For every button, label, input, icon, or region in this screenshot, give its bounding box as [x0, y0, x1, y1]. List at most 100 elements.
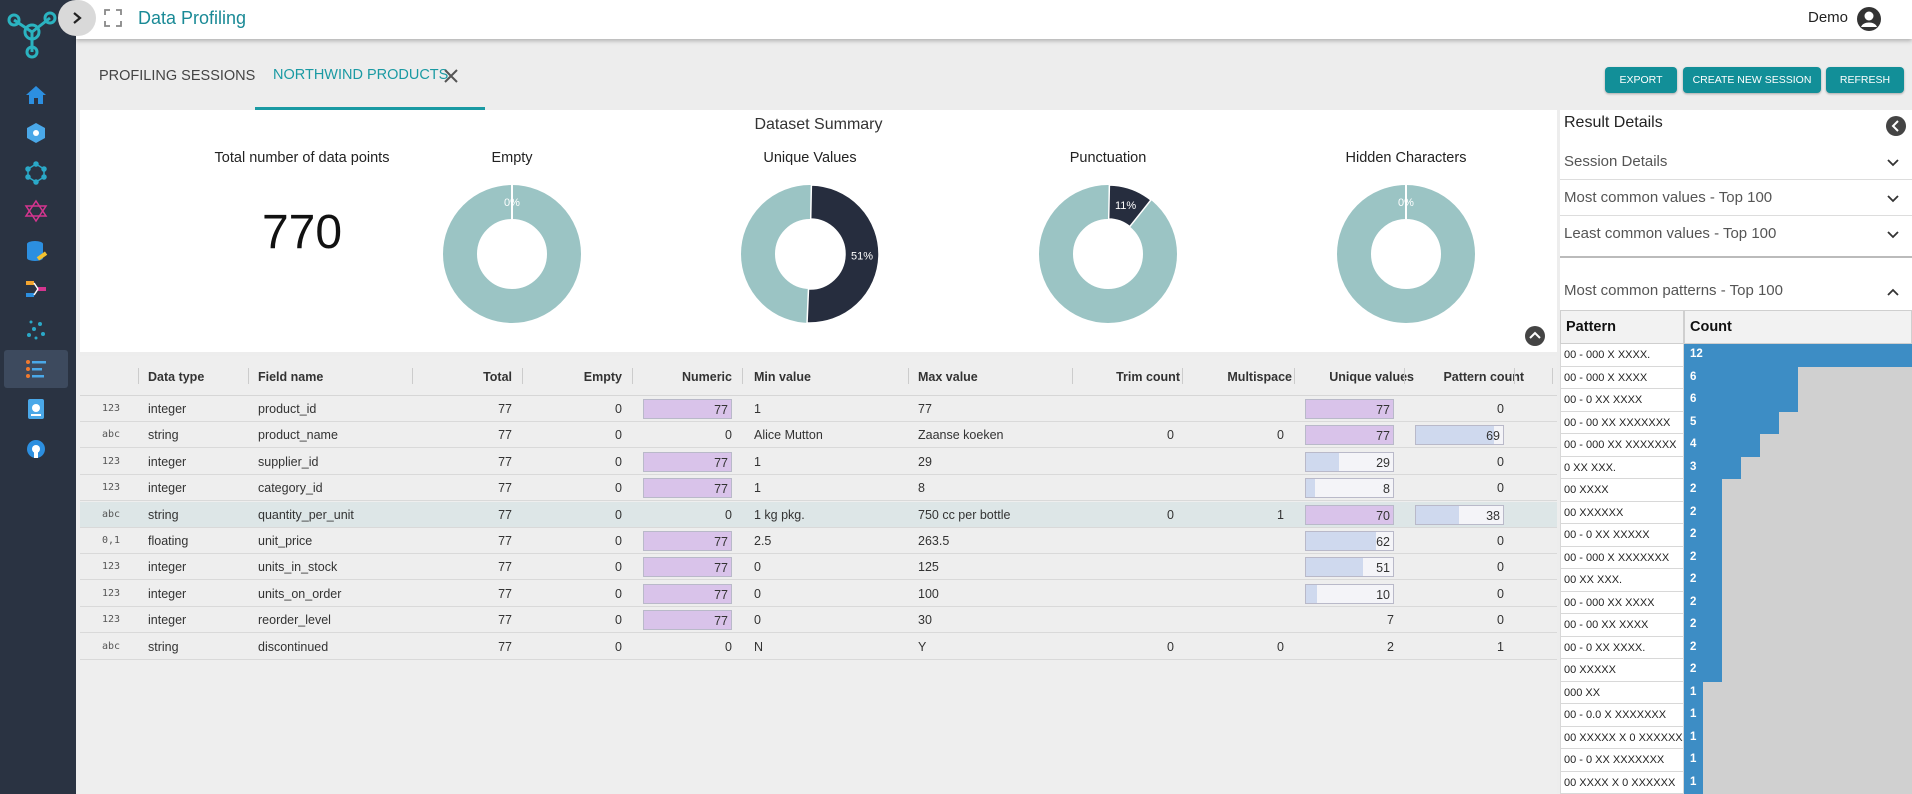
pattern-row[interactable]: 00 - 0.0 X XXXXXXX 1 — [1560, 704, 1912, 727]
data-type: integer — [148, 613, 187, 628]
col-field-name[interactable]: Field name — [258, 370, 324, 384]
nav-graph[interactable] — [4, 154, 68, 192]
min-value: 0 — [754, 560, 761, 575]
pattern-row[interactable]: 00 - 00 XX XXXXXXX 5 — [1560, 411, 1912, 434]
accordion-least-common-values[interactable]: Least common values - Top 100 — [1560, 216, 1912, 258]
tab-northwind-products[interactable]: NORTHWIND PRODUCTS — [273, 67, 449, 83]
pattern-count-bar — [1684, 546, 1722, 569]
data-type: integer — [148, 402, 187, 416]
nav-scatter[interactable] — [4, 310, 68, 348]
col-data-type[interactable]: Data type — [148, 370, 205, 384]
numeric-bar-fill — [644, 400, 731, 418]
pattern-count-bar — [1684, 501, 1722, 524]
nav-data-profiling[interactable] — [4, 350, 68, 388]
nav-flow[interactable] — [4, 270, 68, 308]
numeric-bar: 77 — [643, 557, 732, 578]
accordion-most-common-patterns[interactable]: Most common patterns - Top 100 — [1560, 258, 1912, 310]
accordion-session-details[interactable]: Session Details — [1560, 144, 1912, 180]
unique-bar: 29 — [1305, 451, 1394, 472]
pattern-row[interactable]: 00 - 0 XX XXXXX 2 — [1560, 524, 1912, 547]
gear-lock-icon — [27, 440, 45, 458]
accordion-label: Least common values - Top 100 — [1564, 225, 1777, 242]
pattern-row[interactable]: 00 - 0 XX XXXX. 2 — [1560, 636, 1912, 659]
pattern-row[interactable]: 00 XX XXX. 2 — [1560, 569, 1912, 592]
nav-settings[interactable] — [4, 430, 68, 468]
accordion-most-common-values[interactable]: Most common values - Top 100 — [1560, 180, 1912, 216]
pattern-row[interactable]: 00 - 000 X XXXXXXX 2 — [1560, 546, 1912, 569]
pattern-count-cell: 5 — [1684, 411, 1912, 434]
export-button[interactable]: EXPORT — [1605, 67, 1677, 93]
donut-slice[interactable] — [1107, 184, 1152, 228]
col-pattern-count[interactable]: Pattern count — [1443, 370, 1524, 384]
nav-database[interactable] — [4, 232, 68, 270]
nav-model[interactable] — [4, 114, 68, 152]
col-max-value[interactable]: Max value — [918, 370, 978, 384]
table-row[interactable]: 123 integer units_on_order 77 0 77 0 100 10 0 — [80, 581, 1557, 607]
pattern-row[interactable]: 00 - 00 XX XXXX 2 — [1560, 614, 1912, 637]
table-row[interactable]: abc string discontinued 77 0 0 N Y 0 0 2 1 — [80, 634, 1557, 660]
col-numeric[interactable]: Numeric — [681, 370, 732, 384]
tab-profiling-sessions[interactable]: PROFILING SESSIONS — [99, 68, 256, 84]
min-value: 0 — [754, 613, 761, 628]
unique-bar: 8 — [1305, 478, 1394, 499]
pattern-row[interactable]: 00 - 000 X XXXX 6 — [1560, 366, 1912, 389]
pattern-bar-fill — [1416, 426, 1495, 445]
col-trim-count[interactable]: Trim count — [1116, 370, 1180, 384]
total-value: 77 — [498, 639, 512, 654]
pattern-row[interactable]: 00 XXXXX X 0 XXXXXX 1 — [1560, 726, 1912, 749]
pattern-row[interactable]: 000 XX 1 — [1560, 681, 1912, 704]
table-row[interactable]: 123 integer reorder_level 77 0 77 0 30 7 0 — [80, 607, 1557, 634]
user-avatar-icon[interactable] — [1856, 6, 1882, 32]
pattern-row[interactable]: 00 - 000 XX XXXX 2 — [1560, 591, 1912, 614]
pattern-row[interactable]: 00 XXXX X 0 XXXXXX 1 — [1560, 771, 1912, 794]
table-row[interactable]: abc string quantity_per_unit 77 0 0 1 kg pkg. 7… — [80, 501, 1557, 528]
pattern-row[interactable]: 00 - 0 XX XXXXXXX 1 — [1560, 749, 1912, 772]
table-row[interactable]: 123 integer category_id 77 0 77 1 8 8 0 — [80, 475, 1557, 502]
nav-home[interactable] — [4, 76, 68, 114]
pattern-row[interactable]: 00 XXXXXX 2 — [1560, 501, 1912, 524]
type-icon: 123 — [102, 614, 121, 626]
col-unique-values[interactable]: Unique values — [1329, 370, 1414, 384]
type-icon: abc — [102, 640, 121, 652]
table-row[interactable]: 123 integer supplier_id 77 0 77 1 29 29 0 — [80, 449, 1557, 475]
data-type: integer — [148, 481, 187, 496]
nav-network[interactable] — [4, 192, 68, 230]
total-value: 77 — [498, 402, 512, 416]
refresh-button[interactable]: REFRESH — [1826, 67, 1904, 93]
table-row[interactable]: 123 integer units_in_stock 77 0 77 0 125 51 0 — [80, 554, 1557, 581]
max-value: 77 — [918, 402, 932, 416]
pattern-count-bar — [1684, 749, 1703, 772]
table-row[interactable]: abc string product_name 77 0 0 Alice Mutton Zaa… — [80, 422, 1557, 449]
expand-sidebar-button[interactable] — [58, 0, 96, 36]
pattern-row[interactable]: 00 - 000 X XXXX. 12 — [1560, 344, 1912, 367]
col-empty[interactable]: Empty — [583, 370, 622, 384]
pattern-count-cell: 2 — [1684, 614, 1912, 637]
type-icon: abc — [102, 508, 121, 520]
unique-value: 70 — [1376, 508, 1390, 523]
table-row[interactable]: 123 integer product_id 77 0 77 1 77 77 0 — [80, 396, 1557, 422]
app-logo-icon[interactable] — [4, 4, 60, 60]
col-min-value[interactable]: Min value — [754, 370, 811, 384]
pattern-row[interactable]: 00 XXXX 2 — [1560, 479, 1912, 502]
donut-slice[interactable] — [806, 184, 880, 324]
donut-percent-label: 0% — [1398, 197, 1414, 209]
unique-value: 77 — [1376, 403, 1390, 417]
collapse-panel-icon[interactable] — [1886, 116, 1906, 136]
col-total[interactable]: Total — [483, 370, 512, 384]
fullscreen-icon[interactable] — [104, 9, 122, 27]
pattern-count-cell: 2 — [1684, 591, 1912, 614]
collapse-summary-button[interactable] — [1525, 326, 1545, 346]
user-name[interactable]: Demo — [1807, 9, 1848, 26]
pattern-row[interactable]: 00 - 0 XX XXXX 6 — [1560, 389, 1912, 412]
max-value: 100 — [918, 586, 939, 601]
pattern-row[interactable]: 00 XXXXX 2 — [1560, 659, 1912, 682]
pattern-row[interactable]: 0 XX XXX. 3 — [1560, 456, 1912, 479]
nav-report[interactable] — [4, 390, 68, 428]
close-tab-icon[interactable] — [442, 67, 460, 85]
col-multispace[interactable]: Multispace — [1227, 370, 1292, 384]
create-new-session-button[interactable]: CREATE NEW SESSION — [1683, 67, 1821, 93]
patterns-col-pattern[interactable]: Pattern — [1560, 310, 1684, 344]
patterns-col-count[interactable]: Count — [1684, 310, 1912, 344]
pattern-row[interactable]: 00 - 000 XX XXXXXXX 4 — [1560, 434, 1912, 457]
table-row[interactable]: 0,1 floating unit_price 77 0 77 2.5 263.5 62 0 — [80, 528, 1557, 554]
